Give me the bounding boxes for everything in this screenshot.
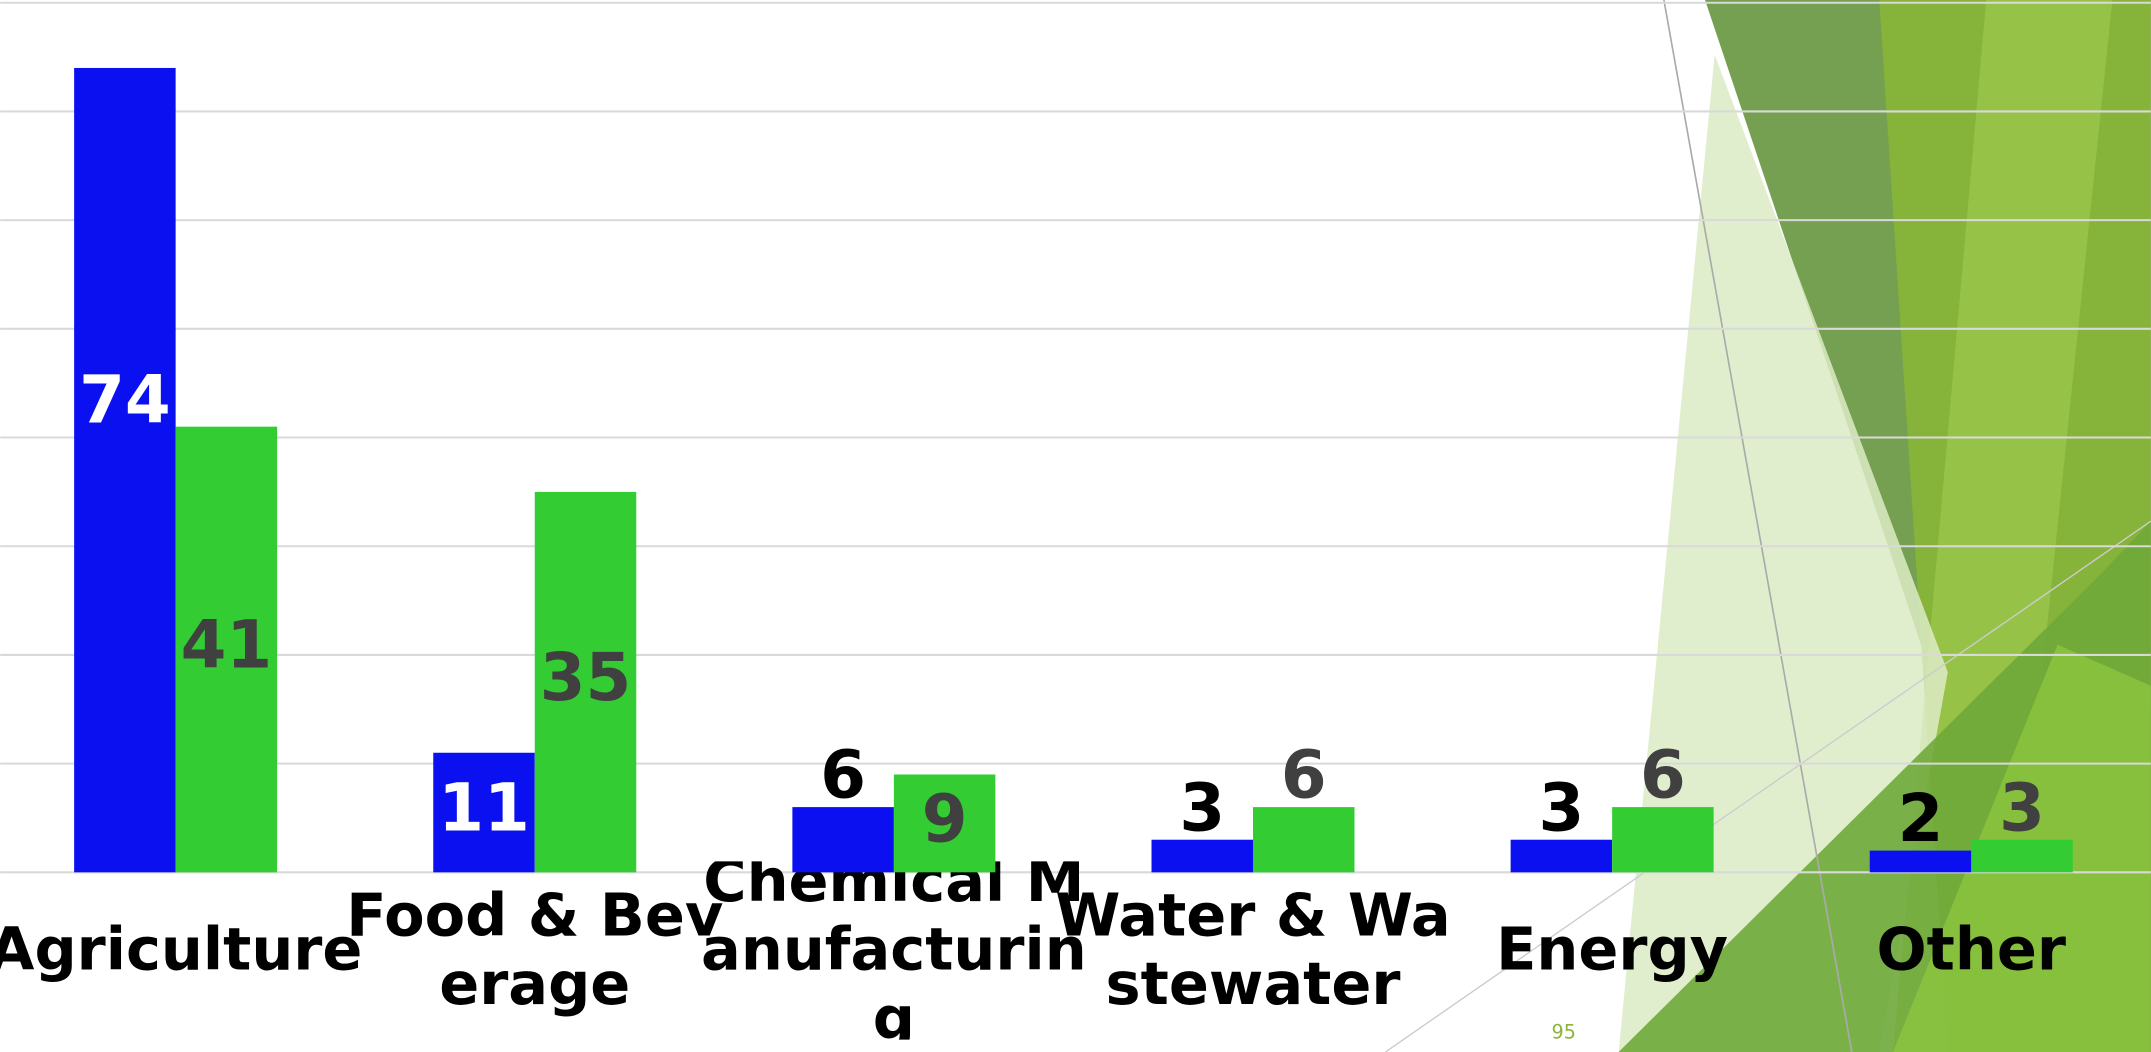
x-tick-label-box: Energy bbox=[1496, 916, 1729, 985]
x-tick-label: Energy bbox=[1496, 916, 1729, 985]
data-label: 41 bbox=[181, 607, 273, 684]
data-label: 3 bbox=[1999, 769, 2045, 846]
data-label: 11 bbox=[438, 770, 530, 847]
x-tick-label: Agriculture bbox=[0, 916, 363, 985]
background-decoration bbox=[1385, 0, 2151, 1052]
data-label: 35 bbox=[540, 639, 632, 716]
bar bbox=[1869, 850, 1972, 873]
x-tick-label: Food & Beverage bbox=[346, 881, 724, 1020]
data-label: 6 bbox=[820, 737, 866, 814]
bar bbox=[792, 807, 894, 873]
x-tick-label: Chemical Manufacturing bbox=[701, 861, 1087, 1040]
x-tick-label: Other bbox=[1876, 916, 2066, 985]
bar bbox=[1253, 807, 1355, 873]
x-tick-label-box: Agriculture bbox=[0, 916, 363, 985]
data-label: 9 bbox=[922, 780, 968, 857]
bar bbox=[1151, 839, 1254, 873]
bar bbox=[74, 67, 176, 873]
bar bbox=[1510, 839, 1613, 873]
x-tick-label-box: Other bbox=[1876, 916, 2066, 985]
bar bbox=[893, 774, 996, 873]
page-number: 95 bbox=[1552, 1020, 1576, 1043]
x-tick-label-box: Chemical Manufacturing bbox=[701, 861, 1087, 1040]
bar bbox=[1612, 807, 1714, 873]
bar bbox=[534, 491, 637, 873]
bar bbox=[1971, 839, 2073, 873]
data-label: 6 bbox=[1281, 737, 1327, 814]
data-label: 6 bbox=[1640, 737, 1686, 814]
data-label: 3 bbox=[1179, 769, 1225, 846]
data-label: 3 bbox=[1538, 769, 1584, 846]
data-label: 74 bbox=[79, 361, 171, 438]
data-label: 2 bbox=[1898, 780, 1944, 857]
bar bbox=[175, 426, 278, 873]
x-tick-label-box: Food & Beverage bbox=[346, 881, 724, 1020]
bar bbox=[433, 752, 535, 873]
x-tick-label-box: Water & Wastewater bbox=[1055, 881, 1451, 1020]
x-tick-label: Water & Wastewater bbox=[1055, 881, 1451, 1020]
